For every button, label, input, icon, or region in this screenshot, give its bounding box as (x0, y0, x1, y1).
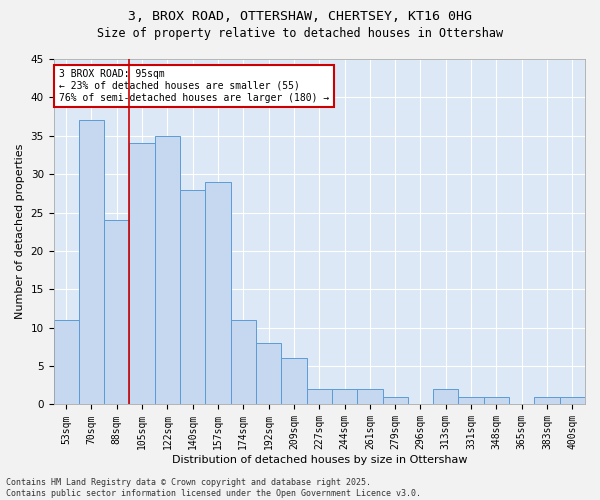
Bar (383, 397, 408, 404)
Text: 3, BROX ROAD, OTTERSHAW, CHERTSEY, KT16 0HG: 3, BROX ROAD, OTTERSHAW, CHERTSEY, KT16 … (128, 10, 472, 23)
Bar (458, 397, 484, 404)
Bar (560, 397, 585, 404)
Bar (281, 358, 307, 405)
Bar (332, 389, 357, 404)
Bar (307, 389, 332, 404)
Text: 3 BROX ROAD: 95sqm
← 23% of detached houses are smaller (55)
76% of semi-detache: 3 BROX ROAD: 95sqm ← 23% of detached hou… (59, 70, 329, 102)
Text: Size of property relative to detached houses in Ottershaw: Size of property relative to detached ho… (97, 28, 503, 40)
Bar (256, 343, 281, 404)
Text: Contains HM Land Registry data © Crown copyright and database right 2025.
Contai: Contains HM Land Registry data © Crown c… (6, 478, 421, 498)
Bar (180, 190, 205, 404)
Bar (104, 220, 130, 404)
Bar (535, 397, 560, 404)
Bar (484, 397, 509, 404)
Bar (53, 320, 79, 404)
Bar (155, 136, 180, 404)
Bar (357, 389, 383, 404)
Bar (79, 120, 104, 405)
Bar (205, 182, 230, 404)
Bar (230, 320, 256, 404)
Bar (130, 144, 155, 404)
Bar (433, 389, 458, 404)
X-axis label: Distribution of detached houses by size in Ottershaw: Distribution of detached houses by size … (172, 455, 467, 465)
Y-axis label: Number of detached properties: Number of detached properties (15, 144, 25, 320)
